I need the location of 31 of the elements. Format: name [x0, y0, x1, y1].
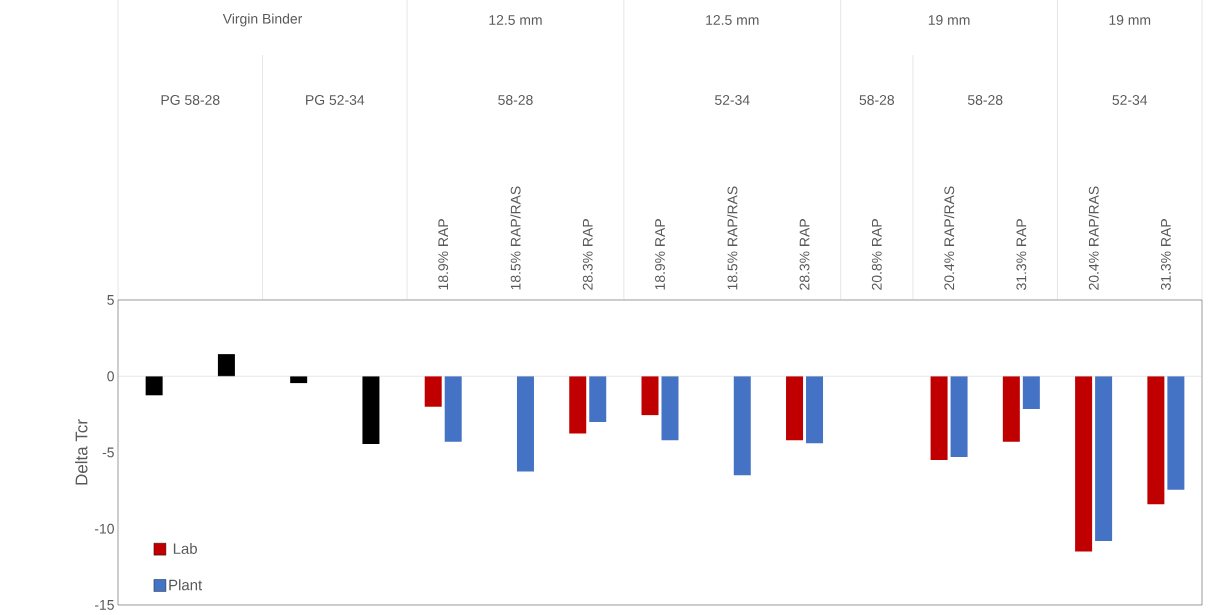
x-tick-label: 28.3% RAP — [799, 219, 810, 290]
text: 19 mm — [1109, 15, 1151, 25]
y-tick-label: -15 — [94, 600, 114, 610]
y-axis-title: Delta Tcr — [75, 419, 88, 485]
y-tick-label: -10 — [94, 523, 114, 534]
x-tick-label: 20.8% RAP — [871, 219, 882, 290]
text: PG 52-34 — [306, 95, 365, 105]
text: 58-28 — [859, 95, 895, 105]
legend-label: Lab — [173, 543, 197, 554]
x-tick-label: 20.4% RAP/RAS — [943, 186, 955, 290]
text: Virgin Binder — [222, 13, 303, 27]
legend-label: Plant — [169, 579, 203, 591]
text: 58-28 — [967, 95, 1003, 105]
x-tick-label: 18.5% RAP/RAS — [510, 186, 521, 290]
text: PG 58-28 — [161, 95, 220, 105]
x-tick-label: 31.3% RAP — [1016, 219, 1027, 290]
text: 58-28 — [498, 95, 533, 105]
x-tick-label: 28.3% RAP — [582, 219, 593, 290]
text: 12.5 mm — [489, 15, 542, 25]
x-tick-label: 20.4% RAP/RAS — [1088, 186, 1099, 290]
x-tick-label: 18.5% RAP/RAS — [727, 186, 738, 290]
text: 52-34 — [1112, 95, 1148, 105]
x-tick-label: 18.9% RAP — [438, 219, 449, 290]
x-tick-label: 31.3% RAP — [1160, 219, 1171, 290]
text: 19 mm — [928, 15, 970, 25]
text: 52-34 — [715, 95, 750, 105]
y-tick-label: 0 — [107, 371, 114, 382]
y-tick-label: 5 — [107, 295, 114, 305]
x-tick-label: 18.9% RAP — [655, 219, 665, 290]
text: 12.5 mm — [706, 15, 759, 25]
y-tick-label: -5 — [102, 447, 114, 458]
